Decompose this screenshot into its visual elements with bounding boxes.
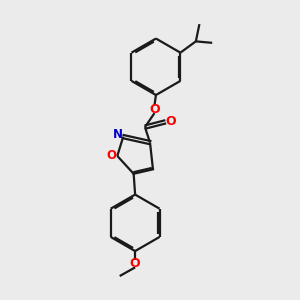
Text: N: N bbox=[113, 128, 123, 141]
Text: O: O bbox=[130, 257, 140, 270]
Text: O: O bbox=[149, 103, 160, 116]
Text: O: O bbox=[106, 149, 116, 162]
Text: O: O bbox=[166, 115, 176, 128]
